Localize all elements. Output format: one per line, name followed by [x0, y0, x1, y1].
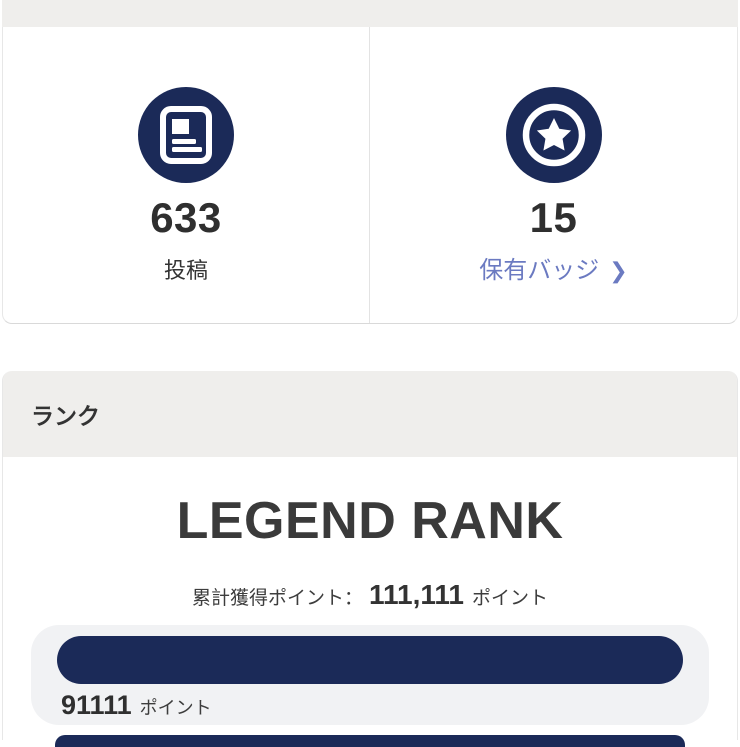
posts-label: 投稿 [163, 258, 208, 283]
badges-count: 15 [529, 194, 578, 241]
rank-progress-bar [57, 636, 683, 684]
badge-icon [505, 87, 602, 183]
total-points-label: 累計獲得ポイント： [191, 588, 363, 609]
rank-progress-points: 91111 [61, 690, 132, 720]
badges-stat-cell: 15 保有バッジ ❯ [370, 27, 737, 323]
rank-card: ランク LEGEND RANK 累計獲得ポイント： 111,111 ポイント 911… [2, 371, 738, 740]
total-points-unit: ポイント [472, 588, 549, 609]
rank-body: LEGEND RANK 累計獲得ポイント： 111,111 ポイント 91111 ポイ… [3, 495, 737, 725]
previous-section-header-strip [2, 0, 738, 27]
post-icon [138, 87, 234, 183]
total-points-line: 累計獲得ポイント： 111,111 ポイント [3, 581, 737, 609]
rank-progress-label: 91111 ポイント [57, 692, 683, 719]
stats-card: 633 投稿 15 保有バッジ ❯ [2, 27, 738, 324]
rank-progress-unit: ポイント [139, 698, 212, 718]
owned-badges-link-label: 保有バッジ [479, 257, 600, 284]
chevron-right-icon: ❯ [609, 258, 628, 284]
posts-count: 633 [150, 194, 222, 241]
next-rank-progress-bar-peek [55, 735, 685, 747]
rank-section-header: ランク [3, 371, 737, 457]
owned-badges-link[interactable]: 保有バッジ ❯ [479, 257, 628, 284]
total-points-value: 111,111 [368, 579, 465, 610]
posts-stat-cell: 633 投稿 [3, 27, 370, 323]
rank-progress-track: 91111 ポイント [31, 625, 709, 725]
rank-name: LEGEND RANK [176, 492, 564, 550]
rank-section-title: ランク [31, 403, 100, 429]
